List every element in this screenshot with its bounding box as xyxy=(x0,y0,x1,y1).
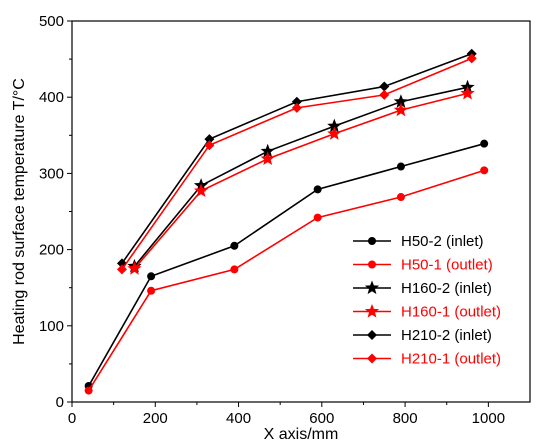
x-tick-label: 800 xyxy=(393,410,418,427)
plot-frame xyxy=(71,20,531,403)
data-point xyxy=(193,183,209,197)
series-line xyxy=(133,92,468,270)
legend-label: H160-1 (outlet) xyxy=(401,304,501,321)
legend-item: H160-1 (outlet) xyxy=(353,304,501,321)
data-point xyxy=(313,213,322,222)
legend-item: H50-2 (inlet) xyxy=(353,233,484,250)
data-point xyxy=(260,143,275,158)
legend-marker xyxy=(367,353,377,364)
series-line xyxy=(87,169,485,391)
data-point xyxy=(230,265,239,274)
data-point xyxy=(260,151,275,165)
y-tick-label: 300 xyxy=(39,165,64,182)
data-point xyxy=(313,185,322,194)
data-point xyxy=(480,166,489,175)
y-axis-label: Heating rod surface temperature T/°C xyxy=(11,78,28,345)
y-tick-label: 400 xyxy=(39,89,64,106)
data-point xyxy=(379,89,390,100)
legend-marker xyxy=(368,237,376,245)
axes: 0 200 400 600 800 1000 0 100 200 300 400 500 xyxy=(39,13,531,427)
legend-marker xyxy=(364,304,380,318)
legend-item: H210-2 (inlet) xyxy=(353,327,492,344)
x-tick-label: 600 xyxy=(309,410,334,427)
x-tick-label: 0 xyxy=(68,410,76,427)
series-1 xyxy=(84,139,489,390)
data-point xyxy=(147,272,156,281)
legend-marker xyxy=(364,280,380,295)
legend-label: H160-2 (inlet) xyxy=(401,280,492,297)
x-axis-label: X axis/mm xyxy=(264,426,339,443)
data-point xyxy=(291,96,302,107)
legend-marker xyxy=(368,260,376,269)
data-point xyxy=(379,81,390,92)
data-point xyxy=(466,53,477,64)
data-point xyxy=(393,102,409,117)
series-line xyxy=(121,53,472,264)
data-point xyxy=(84,386,93,395)
x-tick-label: 1000 xyxy=(472,410,505,427)
series-layer xyxy=(84,48,489,395)
series-4 xyxy=(127,85,475,275)
series-line xyxy=(87,142,485,387)
data-point xyxy=(204,134,215,145)
legend-item: H210-1 (outlet) xyxy=(353,351,501,368)
legend-item: H160-2 (inlet) xyxy=(353,280,492,297)
y-tick-label: 500 xyxy=(39,13,64,30)
data-point xyxy=(396,193,405,202)
y-tick-label: 200 xyxy=(39,242,64,259)
legend-label: H210-1 (outlet) xyxy=(401,351,501,368)
data-point xyxy=(147,286,156,295)
legend-label: H50-1 (outlet) xyxy=(401,257,493,274)
data-point xyxy=(460,85,475,100)
data-point xyxy=(480,139,489,148)
data-point xyxy=(396,162,405,171)
legend-marker xyxy=(367,330,377,340)
data-point xyxy=(116,264,127,275)
y-tick-label: 0 xyxy=(56,394,64,411)
series-2 xyxy=(84,166,489,395)
x-tick-label: 200 xyxy=(143,410,168,427)
legend-item: H50-1 (outlet) xyxy=(353,257,493,274)
series-6 xyxy=(116,53,477,275)
data-point xyxy=(327,126,342,140)
series-line xyxy=(133,86,468,267)
data-point xyxy=(204,140,215,151)
data-point xyxy=(127,261,142,275)
data-point xyxy=(230,241,239,250)
legend-label: H50-2 (inlet) xyxy=(401,233,484,250)
data-point xyxy=(291,102,302,113)
x-tick-label: 400 xyxy=(226,410,251,427)
data-point xyxy=(393,94,409,108)
legend: H50-2 (inlet) H50-1 (outlet) H160-2 (inlet… xyxy=(353,233,501,368)
y-tick-label: 100 xyxy=(39,318,64,335)
data-point xyxy=(327,118,342,133)
legend-label: H210-2 (inlet) xyxy=(401,327,492,344)
